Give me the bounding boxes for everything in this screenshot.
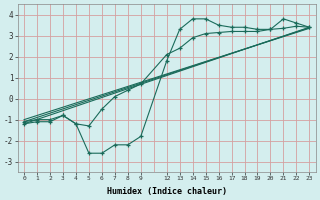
X-axis label: Humidex (Indice chaleur): Humidex (Indice chaleur) — [107, 187, 227, 196]
